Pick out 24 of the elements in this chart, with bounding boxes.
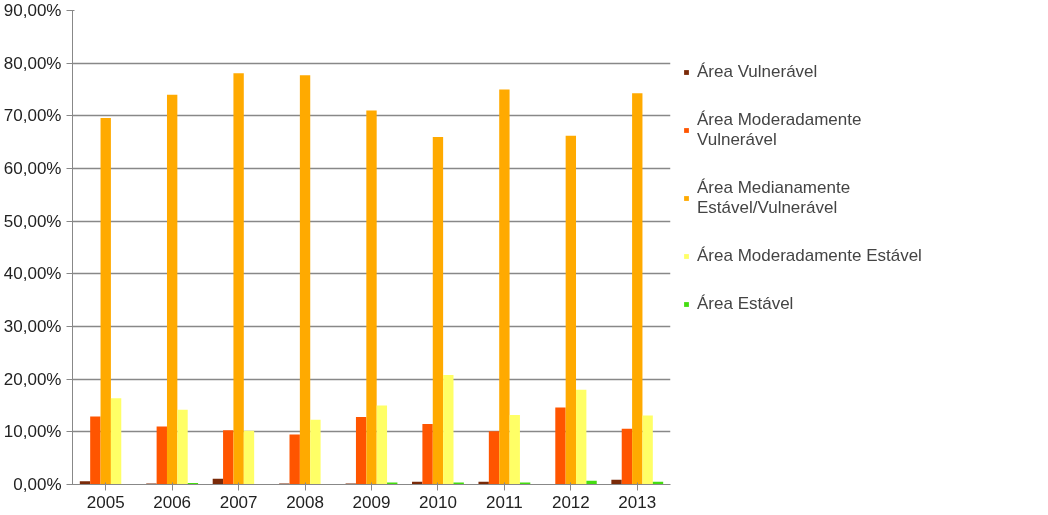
legend-label: Área Medianamente Estável/Vulnerável xyxy=(697,178,851,218)
x-tick-label: 2007 xyxy=(219,492,258,512)
x-tick-label: 2011 xyxy=(486,492,523,512)
legend-label: Área Vulnerável xyxy=(697,62,818,82)
x-tick-label: 2008 xyxy=(286,492,324,512)
y-tick-label: 20,00% xyxy=(3,369,62,389)
x-tick-label: 2009 xyxy=(352,492,391,512)
x-tick-label: 2012 xyxy=(551,492,590,512)
y-tick-label: 0,00% xyxy=(13,475,62,494)
y-tick-label: 50,00% xyxy=(3,211,62,231)
x-tick-label: 2006 xyxy=(153,492,192,512)
legend-label: Área Moderadamente Estável xyxy=(697,246,922,266)
y-tick-label: 40,00% xyxy=(3,264,62,284)
y-tick-label: 90,00% xyxy=(3,1,62,20)
y-tick-label: 70,00% xyxy=(3,106,62,126)
x-tick-label: 2013 xyxy=(618,492,657,512)
y-tick-label: 80,00% xyxy=(3,53,62,73)
legend-label: Área Moderadamente Vulnerável xyxy=(697,110,862,150)
y-tick-label: 10,00% xyxy=(3,422,62,442)
y-tick-label: 60,00% xyxy=(3,159,62,178)
x-tick-label: 2005 xyxy=(86,492,125,512)
x-tick-label: 2010 xyxy=(419,492,457,512)
y-tick-label: 30,00% xyxy=(3,317,62,336)
legend-label: Área Estável xyxy=(697,294,795,314)
